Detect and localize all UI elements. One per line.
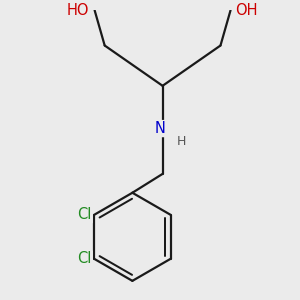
Text: H: H bbox=[176, 135, 186, 148]
Text: N: N bbox=[154, 121, 166, 136]
Text: OH: OH bbox=[236, 3, 258, 18]
Text: HO: HO bbox=[67, 3, 90, 18]
Text: Cl: Cl bbox=[77, 251, 92, 266]
Text: Cl: Cl bbox=[77, 207, 92, 222]
